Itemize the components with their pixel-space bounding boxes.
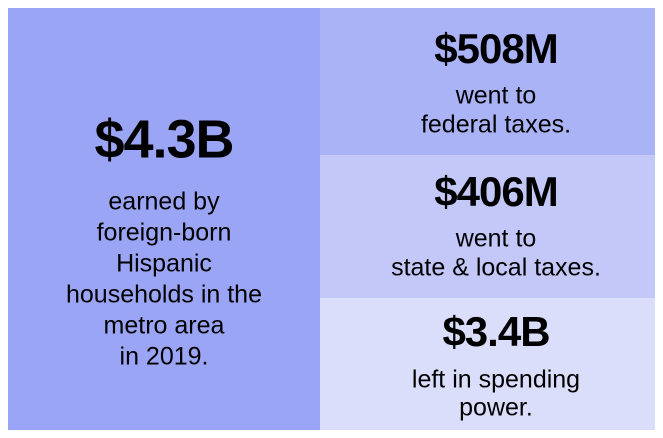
right-text: federal taxes.: [421, 111, 571, 139]
panel-spending: [320, 298, 655, 430]
left-text: in 2019.: [120, 343, 209, 371]
right-text: state & local taxes.: [391, 254, 601, 282]
left-text: Hispanic: [116, 250, 212, 278]
right-text: went to: [455, 82, 537, 110]
left-amount: $4.3B: [94, 109, 233, 169]
right-amount: $406M: [434, 168, 557, 215]
left-panel: [8, 8, 320, 430]
panel-state: [320, 155, 655, 298]
right-text: left in spending: [412, 366, 580, 394]
left-text: households in the: [66, 281, 262, 309]
left-text: earned by: [108, 188, 220, 216]
right-amount: $508M: [434, 25, 557, 72]
left-text: metro area: [104, 312, 225, 340]
panel-federal: [320, 8, 655, 155]
right-text: went to: [455, 225, 537, 253]
right-text: power.: [459, 394, 533, 422]
right-amount: $3.4B: [442, 308, 549, 355]
left-text: foreign-born: [97, 219, 232, 247]
